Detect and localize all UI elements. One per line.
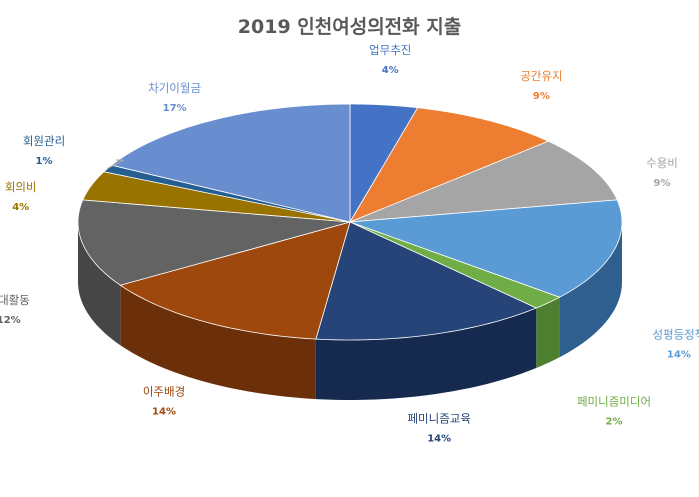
slice-4-top — [349, 221, 561, 309]
slice-10-percent: 17% — [163, 103, 187, 114]
slice-4-label: 페미니즘미디어 — [577, 394, 651, 408]
slice-9-label: 회원관리 — [23, 134, 65, 148]
slice-3-top — [349, 199, 623, 298]
slice-1-percent: 9% — [533, 91, 550, 102]
slice-3-label: 성평등정책 — [652, 328, 699, 342]
slice-7-top — [77, 199, 351, 286]
slice-4-percent: 2% — [606, 416, 623, 427]
data-labels: 업무추진 4% 공간유지 9% 수용비 9% 성평등정책 14% 페미니즘미디어 2% 페미니즘교육… — [0, 43, 699, 444]
slice-6-label: 이주배경 — [143, 385, 185, 399]
slice-2-percent: 9% — [654, 178, 671, 189]
slice-6-side — [120, 285, 316, 400]
slice-0-top — [349, 103, 419, 224]
pie-side-walls — [78, 222, 622, 400]
slice-7-side — [78, 222, 121, 346]
slice-3-percent: 14% — [667, 350, 691, 361]
slice-9-leader-line — [107, 159, 125, 169]
chart-title: 2019 인천여성의전화 지출 — [237, 16, 462, 38]
slice-8-top — [82, 171, 351, 223]
slice-2-label: 수용비 — [646, 156, 678, 170]
slice-7-percent: 12% — [0, 315, 21, 326]
slice-4-side — [536, 297, 560, 369]
slice-5-top — [315, 221, 538, 341]
slice-7-label: 연대활동 — [0, 293, 30, 307]
slice-10-label: 차기이월금 — [148, 81, 201, 95]
pie-top-faces — [77, 103, 623, 341]
slice-1-label: 공간유지 — [520, 69, 562, 83]
slice-0-percent: 4% — [382, 65, 399, 76]
slice-9-percent: 1% — [36, 156, 53, 167]
slice-6-percent: 14% — [152, 407, 176, 418]
slice-8-percent: 4% — [12, 202, 29, 213]
slice-0-label: 업무추진 — [369, 43, 411, 57]
slice-8-label: 회의비 — [5, 180, 37, 194]
slice-1-top — [349, 107, 550, 223]
slice-5-side — [315, 308, 537, 400]
slice-6-top — [119, 221, 351, 340]
slice-2-top — [349, 140, 618, 223]
slice-3-side — [559, 222, 622, 358]
slice-5-label: 페미니즘교육 — [407, 411, 470, 425]
slice-10-top — [110, 103, 351, 223]
slice-5-percent: 14% — [427, 433, 451, 444]
